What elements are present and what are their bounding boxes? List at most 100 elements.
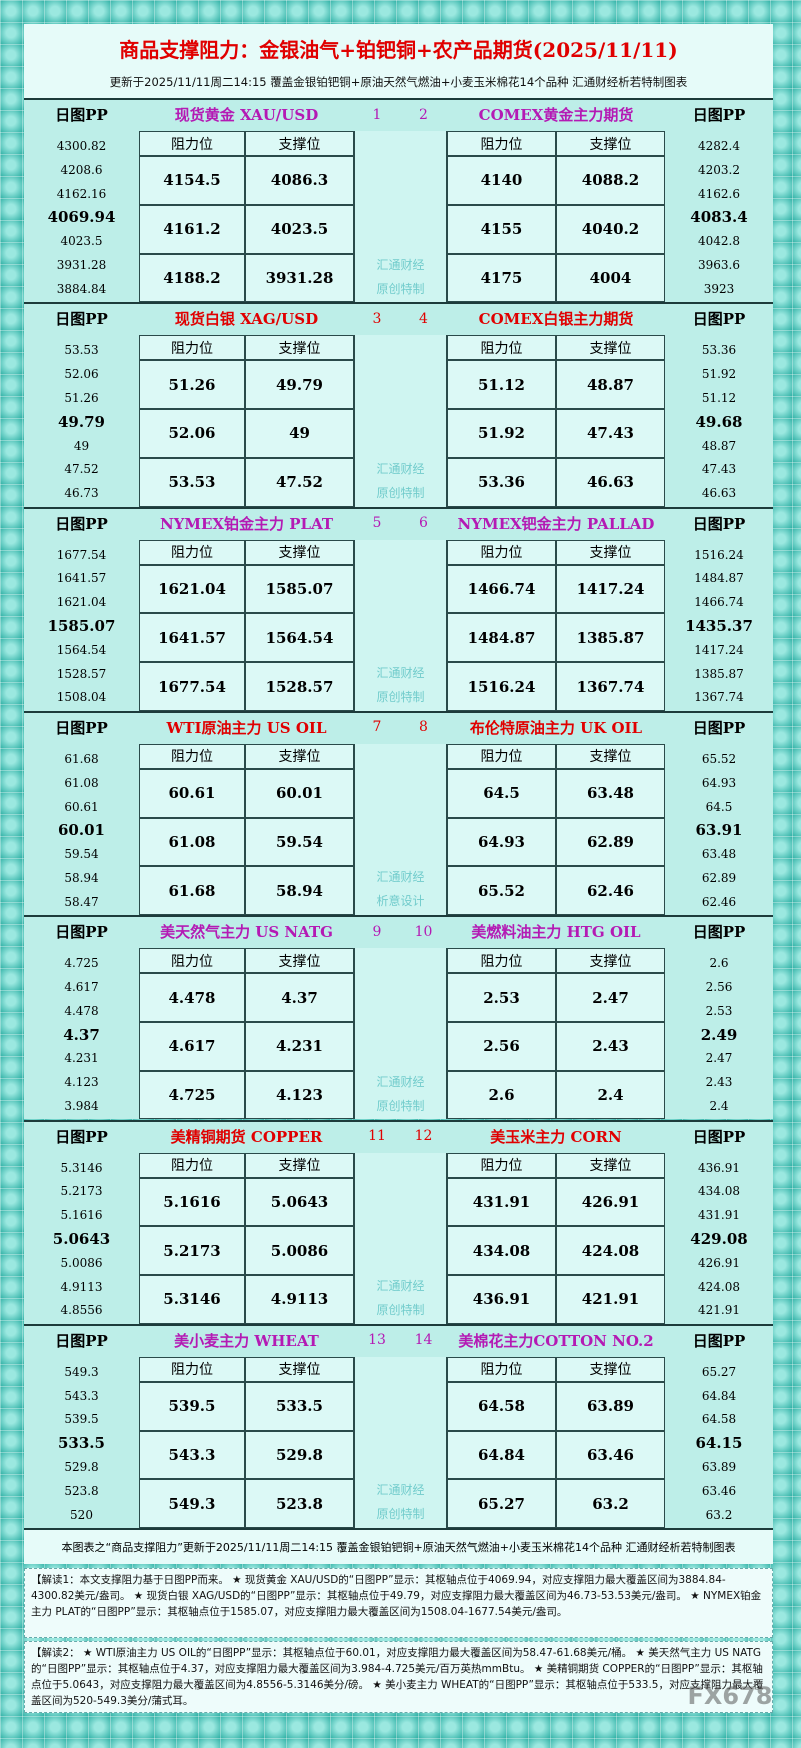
resistance-value: 1621.04 (139, 564, 245, 614)
resistance-value: 61.08 (139, 817, 245, 867)
pp-value: 1564.54 (56, 642, 107, 657)
pp-value: 4.8556 (60, 1303, 103, 1318)
pp-value: 1508.04 (56, 690, 107, 705)
resistance-value: 4.617 (139, 1021, 245, 1071)
support-value: 4.123 (245, 1070, 354, 1120)
resistance-value: 2.53 (447, 973, 556, 1022)
note: 【解读2： ★ WTI原油主力 US OIL的“日图PP”显示：其枢轴点位于60… (24, 1641, 773, 1714)
pp-value: 5.0086 (60, 1255, 103, 1270)
pp-label: 日图PP (55, 310, 108, 329)
sup-header: 支撑位 (245, 131, 354, 156)
support-value: 63.46 (556, 1430, 665, 1480)
index-number: 6 (419, 515, 428, 532)
commodity-name: WTI原油主力 US OIL (166, 718, 327, 737)
support-value: 1528.57 (245, 662, 354, 711)
resistance-value: 549.3 (139, 1479, 245, 1529)
pp-value: 1516.24 (694, 547, 744, 562)
commodity-name: NYMEX铂金主力 PLAT (159, 514, 334, 533)
sup-header: 支撑位 (245, 335, 354, 361)
resistance-value: 4161.2 (139, 204, 245, 254)
support-value: 63.48 (556, 768, 665, 818)
pp-label: 日图PP (55, 1331, 108, 1350)
pivot-value: 64.15 (695, 1434, 743, 1453)
support-value: 59.54 (245, 817, 354, 867)
index-number: 12 (414, 1128, 433, 1144)
support-value: 426.91 (556, 1177, 665, 1227)
res-header: 阻力位 (447, 131, 556, 156)
watermark: 原创特制 (376, 690, 425, 705)
pp-value: 2.53 (705, 1003, 733, 1018)
resistance-value: 5.3146 (139, 1275, 245, 1324)
res-header: 阻力位 (139, 539, 245, 565)
pp-value: 4.231 (64, 1051, 99, 1066)
index-number: 13 (368, 1332, 386, 1349)
pp-value: 2.56 (705, 980, 733, 994)
support-value: 47.52 (245, 457, 354, 507)
pp-label: 日图PP (55, 106, 108, 124)
support-value: 2.4 (556, 1070, 665, 1120)
pp-value: 2.47 (705, 1051, 733, 1066)
pp-value: 426.91 (698, 1255, 740, 1270)
middle-column (354, 1152, 447, 1324)
pp-value: 529.8 (64, 1460, 99, 1474)
pp-value: 4203.2 (698, 162, 740, 177)
resistance-value: 1641.57 (139, 613, 245, 663)
resistance-value: 65.27 (447, 1479, 556, 1529)
middle-column (354, 335, 447, 507)
res-header: 阻力位 (139, 1152, 245, 1178)
support-value: 48.87 (556, 360, 665, 410)
res-header: 阻力位 (447, 335, 556, 361)
pivot-value: 1585.07 (47, 617, 116, 635)
pp-value: 3923 (703, 281, 735, 296)
resistance-value: 431.91 (447, 1177, 556, 1227)
pp-value: 53.36 (701, 343, 737, 358)
resistance-value: 51.92 (447, 409, 556, 458)
index-number: 10 (414, 923, 433, 940)
support-value: 4086.3 (245, 156, 354, 205)
support-value: 49.79 (245, 360, 354, 410)
commodity-name: 美精铜期货 COPPER (170, 1127, 323, 1146)
support-value: 1385.87 (556, 613, 665, 663)
middle-column (354, 131, 447, 303)
pp-value: 62.89 (701, 870, 737, 885)
support-value: 4023.5 (245, 204, 354, 254)
pp-value: 2.43 (705, 1075, 733, 1090)
support-value: 47.43 (556, 409, 665, 458)
res-header: 阻力位 (139, 743, 245, 769)
index-number: 4 (419, 310, 428, 327)
pivot-value: 60.01 (58, 821, 105, 840)
pivot-value: 533.5 (58, 1434, 105, 1453)
pp-value: 4023.5 (60, 234, 103, 249)
pp-value: 63.48 (701, 847, 737, 862)
pp-value: 434.08 (698, 1184, 740, 1199)
support-value: 533.5 (245, 1381, 354, 1431)
support-value: 5.0086 (245, 1226, 354, 1276)
resistance-value: 4.478 (139, 973, 245, 1022)
resistance-value: 543.3 (139, 1430, 245, 1480)
watermark: 汇通财经 (376, 257, 425, 272)
subtitle: 更新于2025/11/11周二14:15 覆盖金银铂钯铜+原油天然气燃油+小麦玉… (109, 75, 688, 89)
middle-column (354, 539, 447, 711)
resistance-value: 51.26 (139, 360, 245, 410)
res-header: 阻力位 (447, 743, 556, 769)
pp-label: 日图PP (692, 923, 746, 942)
res-header: 阻力位 (447, 1356, 556, 1382)
resistance-value: 4140 (447, 156, 556, 205)
resistance-value: 53.36 (447, 457, 556, 507)
resistance-value: 4188.2 (139, 253, 245, 303)
pp-value: 543.3 (64, 1388, 99, 1403)
pp-value: 1367.74 (694, 690, 744, 705)
pivot-value: 4.37 (63, 1025, 100, 1044)
sup-header: 支撑位 (556, 743, 665, 769)
commodity-name: 现货黄金 XAU/USD (174, 106, 319, 124)
pp-label: 日图PP (692, 514, 746, 533)
index-number: 5 (372, 515, 382, 532)
support-value: 62.89 (556, 817, 665, 867)
pp-value: 65.27 (701, 1364, 737, 1379)
pp-value: 4282.4 (698, 139, 740, 153)
index-number: 14 (414, 1332, 433, 1349)
support-value: 529.8 (245, 1430, 354, 1480)
support-value: 62.46 (556, 866, 665, 916)
resistance-value: 434.08 (447, 1226, 556, 1276)
pp-label: 日图PP (692, 1331, 746, 1350)
